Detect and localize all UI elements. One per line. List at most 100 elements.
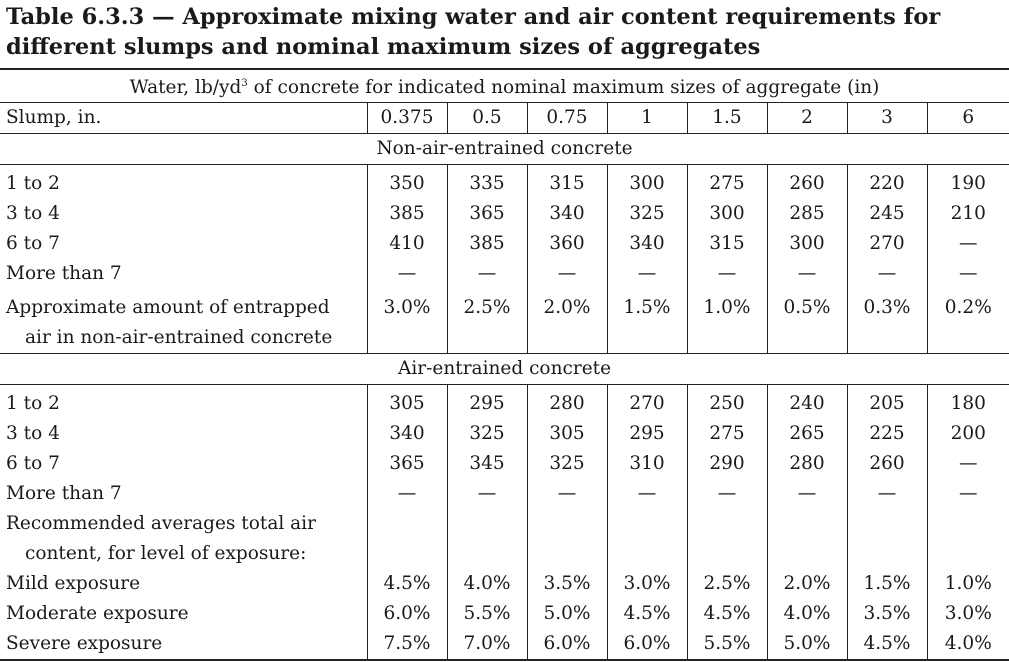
value-cell: 4.5% — [846, 629, 927, 662]
value-cell: 305 — [526, 419, 607, 450]
spacer-cell — [366, 384, 447, 390]
value-cell: 5.0% — [526, 599, 607, 630]
empty-cell — [846, 539, 927, 570]
empty-cell — [926, 509, 1009, 540]
value-cell: 300 — [686, 199, 767, 230]
header-caption-row: Water, lb/yd3 of concrete for indicated … — [0, 68, 1009, 103]
value-cell: — — [526, 259, 607, 290]
table-row: More than 7— — — — — — — — — [0, 479, 1009, 510]
value-cell: 3.5% — [526, 569, 607, 600]
value-cell: 4.5% — [606, 599, 687, 630]
value-cell: 5.5% — [446, 599, 527, 630]
value-cell: — — [926, 229, 1009, 260]
row-label: Moderate exposure — [6, 603, 189, 625]
value-cell: 200 — [926, 419, 1009, 450]
table-title-line-2: different slumps and nominal maximum siz… — [6, 34, 761, 60]
value-cell: 340 — [606, 229, 687, 260]
aggregate-size-header-row: Slump, in. 0.375 0.5 0.75 1 1.5 2 3 6 — [0, 102, 1009, 135]
header-caption: Water, lb/yd3 of concrete for indicated … — [0, 68, 1009, 103]
value-cell: 315 — [526, 169, 607, 200]
value-cell: 3.0% — [926, 599, 1009, 630]
value-cell: 325 — [606, 199, 687, 230]
empty-cell — [766, 509, 847, 540]
value-cell: 4.0% — [766, 599, 847, 630]
value-cell: 6.0% — [606, 629, 687, 662]
spacer-cell — [606, 164, 687, 170]
value-cell: — — [446, 479, 527, 510]
spacer-cell — [446, 164, 527, 170]
value-cell: 205 — [846, 389, 927, 420]
value-cell: 250 — [686, 389, 767, 420]
value-cell: 190 — [926, 169, 1009, 200]
value-cell: — — [846, 479, 927, 510]
row-label: Mild exposure — [6, 573, 141, 595]
value-cell: 4.0% — [926, 629, 1009, 662]
value-cell: — — [606, 479, 687, 510]
table-row-recommended: Recommended averages total air — [0, 509, 1009, 540]
spacer-cell — [766, 384, 847, 390]
value-cell: 240 — [766, 389, 847, 420]
value-cell: 285 — [766, 199, 847, 230]
spacer-cell — [606, 384, 687, 390]
table-row: 3 to 4 385 365 340 325 300 285 245 210 — [0, 199, 1009, 230]
table-row: 1 to 2 350 335 315 300 275 260 220 190 — [0, 169, 1009, 200]
value-cell: 300 — [766, 229, 847, 260]
empty-cell — [606, 539, 687, 570]
value-cell: 225 — [846, 419, 927, 450]
mixing-water-table: Water, lb/yd3 of concrete for indicated … — [0, 68, 1009, 662]
value-cell: 295 — [606, 419, 687, 450]
value-cell: — — [366, 479, 447, 510]
value-cell: 340 — [366, 419, 447, 450]
value-cell: 275 — [686, 169, 767, 200]
row-label: 1 to 2 — [6, 393, 60, 415]
value-cell: 3.0% — [606, 569, 687, 600]
value-cell: 6.0% — [366, 599, 447, 630]
value-cell: 2.5% — [686, 569, 767, 600]
aggregate-size-header: 0.375 — [366, 102, 447, 135]
row-label: 3 to 4 — [6, 423, 60, 445]
section-label-air: Air-entrained concrete — [0, 353, 1009, 386]
empty-cell — [686, 509, 767, 540]
spacer-cell — [926, 164, 1009, 170]
row-label: Approximate amount of entrapped — [6, 297, 330, 319]
value-cell: — — [926, 449, 1009, 480]
value-cell: 270 — [846, 229, 927, 260]
spacer-cell — [686, 384, 767, 390]
value-cell: 7.5% — [366, 629, 447, 662]
value-cell: 180 — [926, 389, 1009, 420]
table-row: 6 to 7 410 385 360 340 315 300 270— — [0, 229, 1009, 260]
value-cell: — — [766, 259, 847, 290]
value-cell: — — [766, 479, 847, 510]
table-row: 1 to 2 305 295 280 270 250 240 205 180 — [0, 389, 1009, 420]
spacer-cell — [446, 384, 527, 390]
value-cell: — — [686, 259, 767, 290]
empty-cell — [766, 539, 847, 570]
value-cell: 5.5% — [686, 629, 767, 662]
value-cell: 360 — [526, 229, 607, 260]
value-cell: 325 — [446, 419, 527, 450]
empty-cell — [526, 509, 607, 540]
empty-cell — [366, 509, 447, 540]
aggregate-size-header: 3 — [846, 102, 927, 135]
value-cell: 1.0% — [926, 569, 1009, 600]
value-cell: 365 — [366, 449, 447, 480]
value-cell: 280 — [526, 389, 607, 420]
row-label: More than 7 — [6, 263, 122, 285]
table-row-exposure: Moderate exposure 6.0% 5.5% 5.0% 4.5% 4.5% 4.0… — [0, 599, 1009, 630]
value-cell: — — [686, 479, 767, 510]
aggregate-size-header: 0.5 — [446, 102, 527, 135]
empty-cell — [526, 539, 607, 570]
value-cell: 2.0% — [526, 289, 607, 355]
aggregate-size-header: 6 — [926, 102, 1009, 135]
table-row: 6 to 7 365 345 325 310 290 280 260— — [0, 449, 1009, 480]
empty-cell — [686, 539, 767, 570]
section-row-air: Air-entrained concrete — [0, 353, 1009, 386]
row-label: More than 7 — [6, 483, 122, 505]
spacer-cell — [526, 384, 607, 390]
value-cell: — — [846, 259, 927, 290]
value-cell: 265 — [766, 419, 847, 450]
value-cell: 260 — [846, 449, 927, 480]
value-cell: 385 — [446, 229, 527, 260]
value-cell: 260 — [766, 169, 847, 200]
spacer-row — [0, 384, 1009, 390]
